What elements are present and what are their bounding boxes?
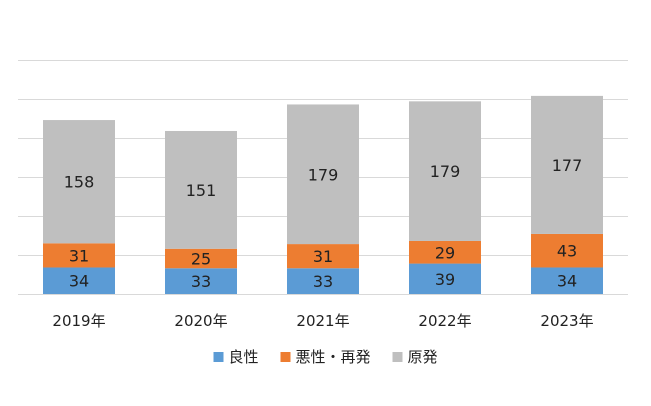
data-label: 33 bbox=[191, 272, 211, 291]
bar-segment-primary bbox=[531, 95, 603, 234]
data-label: 177 bbox=[552, 156, 583, 175]
legend-label: 原発 bbox=[408, 348, 438, 366]
data-label: 179 bbox=[430, 162, 461, 181]
data-label: 31 bbox=[313, 247, 333, 266]
legend-swatch bbox=[280, 352, 291, 362]
bar-segment-primary bbox=[43, 120, 115, 244]
bar-segment-benign bbox=[531, 267, 603, 294]
legend-label: 悪性・再発 bbox=[296, 348, 371, 366]
x-tick-label: 2019年 bbox=[52, 312, 105, 330]
legend-item-primary: 原発 bbox=[392, 348, 438, 366]
legend-item-benign: 良性 bbox=[213, 348, 259, 366]
legend-item-malignant-recurrent: 悪性・再発 bbox=[280, 348, 371, 366]
data-label: 34 bbox=[69, 272, 89, 291]
data-label: 179 bbox=[308, 165, 339, 184]
bar-segment-primary bbox=[165, 130, 237, 249]
data-label: 43 bbox=[557, 242, 577, 261]
bar-segment-benign bbox=[43, 267, 115, 294]
data-label: 151 bbox=[186, 181, 217, 200]
data-label: 34 bbox=[557, 272, 577, 291]
bar-segment-benign bbox=[287, 268, 359, 294]
x-tick-label: 2021年 bbox=[296, 312, 349, 330]
data-label: 33 bbox=[313, 272, 333, 291]
bar-segment-benign bbox=[165, 268, 237, 294]
x-tick-label: 2022年 bbox=[418, 312, 471, 330]
data-label: 25 bbox=[191, 250, 211, 269]
bar-segment-malignant-recurrent bbox=[43, 243, 115, 268]
legend: 良性 悪性・再発 原発 bbox=[213, 348, 438, 366]
bar-segment-malignant-recurrent bbox=[531, 233, 603, 268]
bars: 34 31 158 33 25 151 33 31 179 39 29 179 34 43 177 bbox=[43, 95, 603, 294]
legend-swatch bbox=[392, 352, 403, 362]
bar-segment-malignant-recurrent bbox=[287, 244, 359, 269]
legend-label: 良性 bbox=[229, 348, 259, 366]
bar-segment-malignant-recurrent bbox=[409, 240, 481, 264]
bar-segment-primary bbox=[409, 101, 481, 241]
data-label: 29 bbox=[435, 243, 455, 262]
bar-segment-malignant-recurrent bbox=[165, 248, 237, 269]
x-tick-label: 2020年 bbox=[174, 312, 227, 330]
x-tick-label: 2023年 bbox=[540, 312, 593, 330]
data-label: 158 bbox=[64, 173, 95, 192]
bar-segment-primary bbox=[287, 104, 359, 245]
bar-segment-benign bbox=[409, 263, 481, 294]
data-label: 39 bbox=[435, 270, 455, 289]
x-axis-ticks: 2019年 2020年 2021年 2022年 2023年 bbox=[52, 312, 593, 330]
legend-swatch bbox=[213, 352, 224, 362]
data-label: 31 bbox=[69, 246, 89, 265]
